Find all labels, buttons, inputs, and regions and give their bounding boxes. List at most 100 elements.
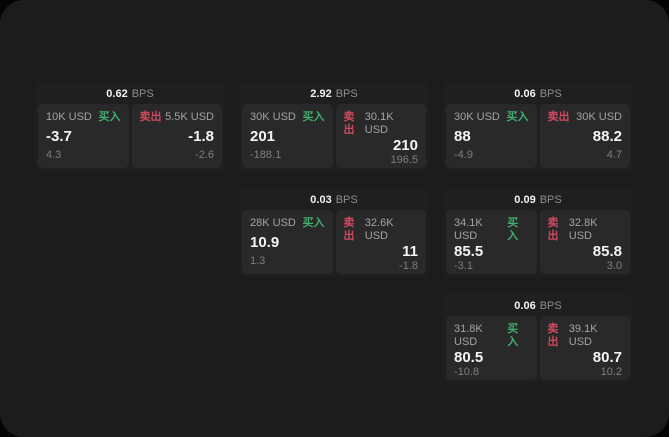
quote-card: 0.06 BPS 31.8K USD 买入 80.5 -10.8 卖出 39.1… [443, 294, 633, 383]
buy-amount: 30K USD [454, 111, 500, 123]
quote-card: 0.09 BPS 34.1K USD 买入 85.5 -3.1 卖出 32.8K… [443, 188, 633, 277]
sell-amount: 5.5K USD [165, 111, 214, 123]
buy-price: -3.7 [46, 128, 72, 145]
buy-panel-top: 28K USD 买入 [250, 217, 325, 230]
sell-amount: 32.8K USD [568, 217, 598, 242]
buy-price: 85.5 [454, 243, 484, 260]
bps-value: 0.06 [514, 300, 536, 312]
sell-amount: 32.6K USD [364, 217, 394, 242]
bps-unit: BPS [335, 88, 358, 100]
sell-side-label: 卖出 [139, 111, 162, 123]
sell-side-label: 卖出 [343, 217, 355, 242]
buy-price: 80.5 [454, 349, 484, 366]
buy-panel-top: 31.8K USD 买入 [454, 323, 529, 349]
sell-price: 11 [402, 243, 418, 260]
bps-value: 2.92 [310, 88, 332, 100]
sell-sub-value: 3.0 [606, 260, 622, 272]
buy-side-label: 买入 [507, 323, 519, 348]
sell-panel[interactable]: 卖出 30K USD 88.2 4.7 [539, 104, 630, 168]
sell-panel-top: 卖出 30.1K USD [344, 111, 419, 137]
bps-unit: BPS [539, 88, 562, 100]
buy-amount: 10K USD [46, 111, 92, 123]
buy-panel-top: 10K USD 买入 [46, 111, 121, 124]
sell-side-label: 卖出 [547, 217, 559, 242]
bps-unit: BPS [539, 194, 562, 206]
buy-sub-value: 1.3 [250, 255, 266, 267]
sell-panel-top: 卖出 32.8K USD [548, 217, 623, 243]
buy-panel[interactable]: 30K USD 买入 88 -4.9 [446, 104, 537, 168]
sell-panel[interactable]: 卖出 5.5K USD -1.8 -2.6 [131, 104, 222, 168]
bps-header: 0.06 BPS [446, 85, 630, 104]
buy-panel[interactable]: 30K USD 买入 201 -188.1 [242, 104, 333, 168]
sell-amount: 30K USD [576, 111, 622, 123]
bps-unit: BPS [335, 194, 358, 206]
bps-value: 0.06 [514, 88, 536, 100]
card-body: 28K USD 买入 10.9 1.3 卖出 32.6K USD 11 -1.8 [242, 210, 426, 274]
sell-panel[interactable]: 卖出 32.6K USD 11 -1.8 [335, 210, 426, 274]
card-body: 30K USD 买入 201 -188.1 卖出 30.1K USD 210 1… [242, 104, 426, 168]
sell-sub-value: -1.8 [399, 260, 418, 272]
buy-amount: 31.8K USD [454, 323, 483, 348]
card-body: 31.8K USD 买入 80.5 -10.8 卖出 39.1K USD 80.… [446, 316, 630, 380]
sell-panel-top: 卖出 32.6K USD [344, 217, 419, 243]
buy-side-label: 买入 [98, 111, 121, 123]
buy-panel[interactable]: 28K USD 买入 10.9 1.3 [242, 210, 333, 274]
buy-side-label: 买入 [507, 217, 519, 242]
bps-unit: BPS [539, 300, 562, 312]
buy-amount: 34.1K USD [454, 217, 483, 242]
buy-side-label: 买入 [506, 111, 529, 123]
sell-panel-top: 卖出 30K USD [548, 111, 623, 124]
sell-amount: 39.1K USD [568, 323, 598, 348]
buy-side-label: 买入 [302, 111, 325, 123]
buy-sub-value: -10.8 [454, 366, 480, 378]
sell-side-label: 卖出 [343, 111, 355, 136]
buy-panel-top: 34.1K USD 买入 [454, 217, 529, 243]
sell-price: 80.7 [592, 349, 622, 366]
buy-panel[interactable]: 34.1K USD 买入 85.5 -3.1 [446, 210, 537, 274]
sell-panel[interactable]: 卖出 39.1K USD 80.7 10.2 [539, 316, 630, 380]
buy-sub-value: -4.9 [454, 149, 473, 161]
quote-card: 0.03 BPS 28K USD 买入 10.9 1.3 卖出 32.6K US… [239, 188, 429, 277]
card-body: 34.1K USD 买入 85.5 -3.1 卖出 32.8K USD 85.8… [446, 210, 630, 274]
cards-grid: 0.62 BPS 10K USD 买入 -3.7 4.3 卖出 5.5K USD… [35, 82, 633, 383]
buy-panel[interactable]: 10K USD 买入 -3.7 4.3 [38, 104, 129, 168]
bps-value: 0.09 [514, 194, 536, 206]
sell-side-label: 卖出 [547, 323, 559, 348]
bps-value: 0.03 [310, 194, 332, 206]
buy-side-label: 买入 [302, 217, 325, 229]
buy-panel-top: 30K USD 买入 [454, 111, 529, 124]
sell-panel[interactable]: 卖出 32.8K USD 85.8 3.0 [539, 210, 630, 274]
quote-card: 0.62 BPS 10K USD 买入 -3.7 4.3 卖出 5.5K USD… [35, 82, 225, 171]
bps-header: 0.03 BPS [242, 191, 426, 210]
sell-sub-value: 4.7 [606, 149, 622, 161]
bps-header: 2.92 BPS [242, 85, 426, 104]
quote-card: 2.92 BPS 30K USD 买入 201 -188.1 卖出 30.1K … [239, 82, 429, 171]
sell-panel[interactable]: 卖出 30.1K USD 210 196.5 [335, 104, 426, 168]
sell-side-label: 卖出 [547, 111, 570, 123]
buy-sub-value: 4.3 [46, 149, 62, 161]
sell-price: 88.2 [592, 128, 622, 145]
sell-sub-value: 10.2 [600, 366, 622, 378]
sell-price: 85.8 [592, 243, 622, 260]
sell-panel-top: 卖出 5.5K USD [140, 111, 215, 124]
bps-header: 0.09 BPS [446, 191, 630, 210]
card-body: 30K USD 买入 88 -4.9 卖出 30K USD 88.2 4.7 [446, 104, 630, 168]
sell-price: 210 [392, 137, 418, 154]
quote-card: 0.06 BPS 30K USD 买入 88 -4.9 卖出 30K USD 8… [443, 82, 633, 171]
buy-amount: 30K USD [250, 111, 296, 123]
buy-panel-top: 30K USD 买入 [250, 111, 325, 124]
sell-panel-top: 卖出 39.1K USD [548, 323, 623, 349]
sell-sub-value: -2.6 [195, 149, 214, 161]
buy-amount: 28K USD [250, 217, 296, 229]
buy-panel[interactable]: 31.8K USD 买入 80.5 -10.8 [446, 316, 537, 380]
bps-header: 0.06 BPS [446, 297, 630, 316]
buy-sub-value: -3.1 [454, 260, 473, 272]
sell-amount: 30.1K USD [364, 111, 394, 136]
buy-price: 201 [250, 128, 276, 145]
buy-price: 10.9 [250, 234, 280, 251]
bps-header: 0.62 BPS [38, 85, 222, 104]
bps-value: 0.62 [106, 88, 128, 100]
buy-sub-value: -188.1 [250, 149, 282, 161]
sell-sub-value: 196.5 [390, 154, 418, 166]
